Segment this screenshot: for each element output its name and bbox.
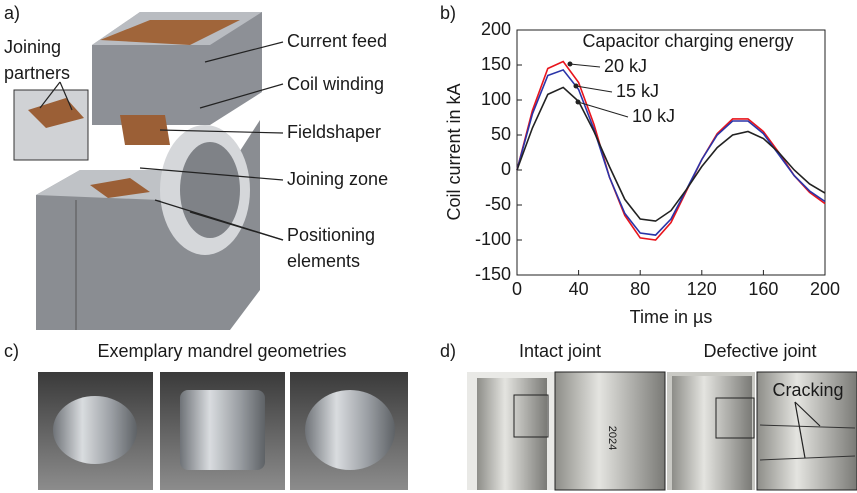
- legend-label: 10 kJ: [632, 106, 675, 126]
- mandrel-images: [38, 372, 408, 490]
- tool-illustration: [14, 12, 262, 330]
- pointer-dot: [576, 100, 581, 105]
- pointer-dot: [574, 84, 579, 89]
- y-tick-label: -100: [475, 229, 511, 249]
- label: Joining: [4, 37, 61, 57]
- tube: [672, 376, 752, 490]
- label: Joining zone: [287, 169, 388, 189]
- panel-title: Intact joint: [519, 341, 601, 361]
- x-tick-label: 200: [810, 279, 840, 299]
- panel-title: Defective joint: [703, 341, 816, 361]
- mandrel: [305, 390, 395, 470]
- label: Positioning: [287, 225, 375, 245]
- legend-label: 15 kJ: [616, 81, 659, 101]
- marking: 2024: [606, 426, 618, 450]
- label: Current feed: [287, 31, 387, 51]
- label: partners: [4, 63, 70, 83]
- mandrel: [53, 396, 137, 464]
- leader-line: [570, 64, 600, 67]
- y-tick-label: 150: [481, 54, 511, 74]
- y-tick-label: 200: [481, 19, 511, 39]
- legend-label: 20 kJ: [604, 56, 647, 76]
- pointer-dot: [568, 62, 573, 67]
- x-tick-label: 40: [569, 279, 589, 299]
- panel-label: c): [4, 341, 19, 361]
- y-axis-label: Coil current in kA: [444, 83, 464, 220]
- y-tick-label: 100: [481, 89, 511, 109]
- label: elements: [287, 251, 360, 271]
- x-axis-label: Time in µs: [630, 307, 713, 327]
- annotation: Cracking: [772, 380, 843, 400]
- y-tick-label: -150: [475, 264, 511, 284]
- mandrel: [180, 390, 265, 470]
- panel-label: b): [440, 3, 456, 23]
- x-tick-label: 120: [687, 279, 717, 299]
- y-tick-label: 50: [491, 124, 511, 144]
- label: Fieldshaper: [287, 122, 381, 142]
- panel-label: a): [4, 3, 20, 23]
- x-tick-label: 0: [512, 279, 522, 299]
- annotation: Capacitor charging energy: [582, 31, 793, 51]
- figure: a) b) c) d) Joining partners Current fee…: [0, 0, 857, 493]
- x-tick-label: 80: [630, 279, 650, 299]
- y-tick-label: -50: [485, 194, 511, 214]
- x-tick-label: 160: [748, 279, 778, 299]
- panel-label: d): [440, 341, 456, 361]
- label: Coil winding: [287, 74, 384, 94]
- y-tick-label: 0: [501, 159, 511, 179]
- panel-title: Exemplary mandrel geometries: [97, 341, 346, 361]
